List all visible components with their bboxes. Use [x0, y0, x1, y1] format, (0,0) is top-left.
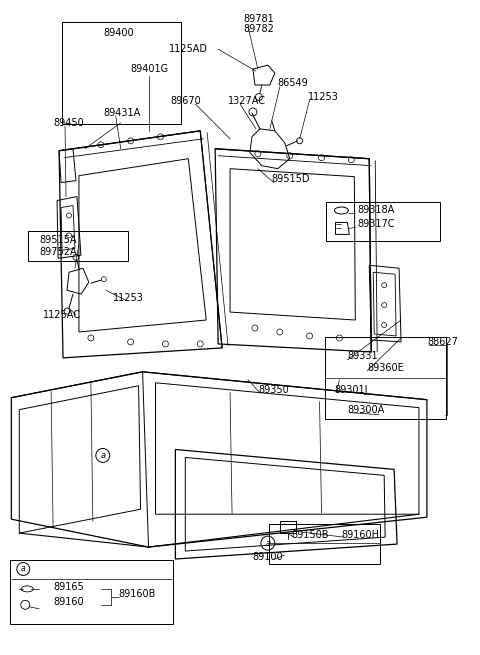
- Text: 89318A: 89318A: [357, 206, 395, 215]
- Text: 86549: 86549: [278, 78, 309, 88]
- Text: 89782: 89782: [243, 24, 274, 34]
- Text: 89515A: 89515A: [39, 235, 77, 246]
- Text: 89160H: 89160H: [341, 530, 379, 540]
- Text: 89160: 89160: [53, 597, 84, 607]
- Text: 11253: 11253: [113, 293, 144, 303]
- Text: 89360E: 89360E: [367, 363, 404, 373]
- Text: 11253: 11253: [308, 92, 338, 102]
- Text: 89670: 89670: [170, 96, 201, 106]
- Text: 89401G: 89401G: [131, 64, 169, 74]
- Text: a: a: [265, 538, 270, 548]
- Text: a: a: [100, 451, 106, 460]
- Text: 89165: 89165: [53, 582, 84, 592]
- Text: 89300A: 89300A: [348, 405, 384, 415]
- Text: 89752A: 89752A: [39, 248, 77, 257]
- Text: 89301J: 89301J: [335, 384, 368, 395]
- Text: 89431A: 89431A: [104, 108, 141, 118]
- Text: 89331: 89331: [348, 351, 378, 361]
- Text: 89100: 89100: [252, 552, 283, 562]
- Text: 1327AC: 1327AC: [228, 96, 266, 106]
- Text: 89400: 89400: [103, 28, 134, 38]
- Text: 89317C: 89317C: [357, 219, 395, 229]
- Text: a: a: [21, 565, 25, 574]
- Text: 88627: 88627: [427, 337, 458, 347]
- Text: 89781: 89781: [243, 14, 274, 24]
- Text: 89350: 89350: [258, 384, 288, 395]
- Text: 89515D: 89515D: [272, 174, 310, 183]
- Text: 1125AC: 1125AC: [43, 310, 81, 320]
- Text: 89150B: 89150B: [292, 530, 329, 540]
- Text: 89160B: 89160B: [119, 589, 156, 599]
- Text: 1125AD: 1125AD: [169, 44, 208, 54]
- Text: 89450: 89450: [53, 118, 84, 128]
